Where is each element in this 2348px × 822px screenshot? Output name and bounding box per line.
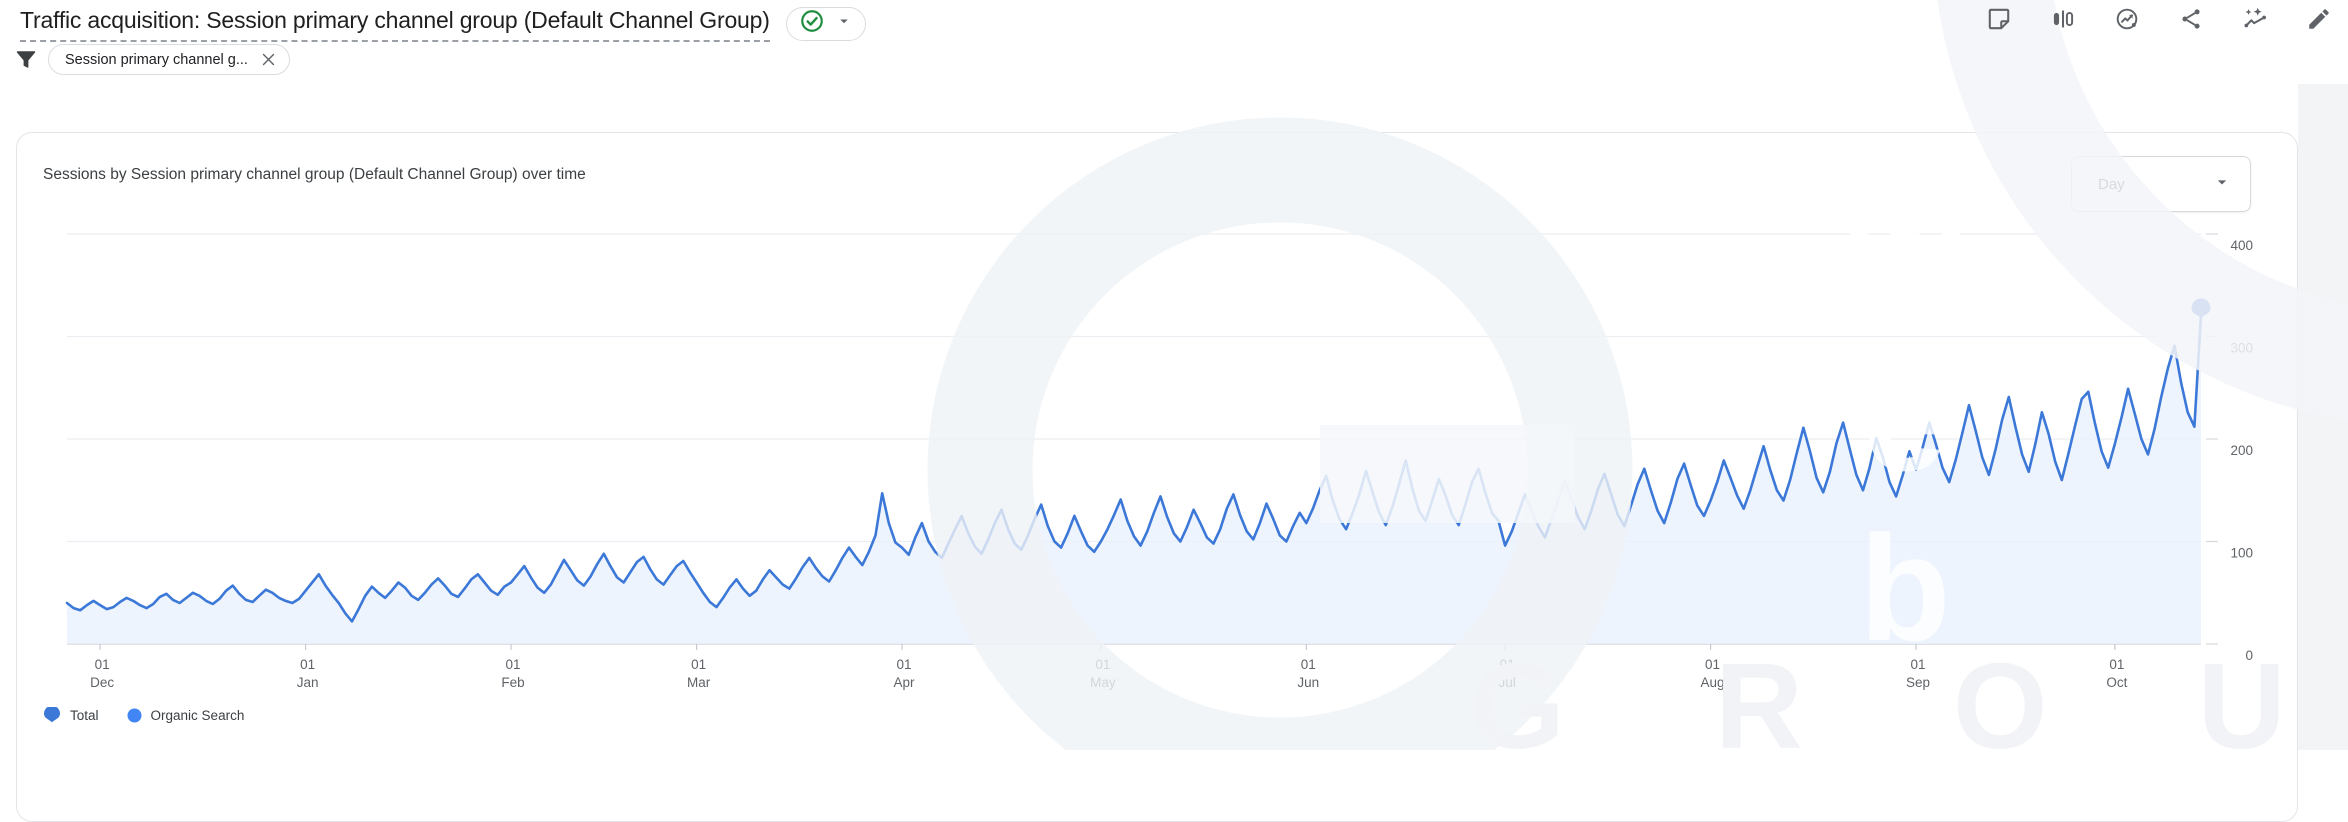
report-validity-badge[interactable] <box>785 6 866 41</box>
close-icon[interactable] <box>260 51 277 68</box>
svg-text:01: 01 <box>1911 657 1926 672</box>
share-icon[interactable] <box>2178 6 2204 32</box>
svg-text:Jan: Jan <box>297 675 319 690</box>
svg-text:100: 100 <box>2230 546 2253 561</box>
svg-text:Feb: Feb <box>501 675 524 690</box>
svg-text:01: 01 <box>1095 657 1110 672</box>
svg-text:01: 01 <box>506 657 521 672</box>
report-header: Traffic acquisition: Session primary cha… <box>20 6 866 42</box>
comparisons-icon[interactable] <box>2050 6 2076 32</box>
legend-label: Organic Search <box>150 708 245 723</box>
sessions-line-chart[interactable]: 0 100 200 300 400 01 Dec 01 Jan 01 Feb 01 Mar 01 Apr 01… <box>17 219 2299 739</box>
page-background-gutter <box>2298 84 2348 750</box>
sessions-over-time-card: Sessions by Session primary channel grou… <box>16 132 2298 822</box>
svg-text:400: 400 <box>2230 238 2253 253</box>
svg-text:01: 01 <box>300 657 315 672</box>
svg-text:200: 200 <box>2230 443 2253 458</box>
chevron-down-icon <box>835 12 853 35</box>
svg-text:Aug: Aug <box>1701 675 1725 690</box>
filter-chip[interactable]: Session primary channel g... <box>48 44 290 75</box>
check-circle-icon <box>799 8 825 39</box>
report-toolbar <box>1986 6 2332 32</box>
svg-text:Oct: Oct <box>2106 675 2127 690</box>
svg-text:01: 01 <box>1500 657 1515 672</box>
svg-text:300: 300 <box>2230 341 2253 356</box>
svg-text:01: 01 <box>691 657 706 672</box>
svg-text:Dec: Dec <box>90 675 114 690</box>
page-title: Traffic acquisition: Session primary cha… <box>20 6 770 42</box>
chart-title: Sessions by Session primary channel grou… <box>43 166 586 183</box>
add-note-icon[interactable] <box>1986 6 2012 32</box>
svg-text:Apr: Apr <box>894 675 916 690</box>
trend-insights-icon[interactable] <box>2114 6 2140 32</box>
svg-text:01: 01 <box>1705 657 1720 672</box>
svg-text:01: 01 <box>1301 657 1316 672</box>
granularity-dropdown[interactable]: Day <box>2071 156 2251 212</box>
chevron-down-icon <box>2212 172 2232 197</box>
edit-report-icon[interactable] <box>2306 6 2332 32</box>
svg-text:Sep: Sep <box>1906 675 1930 690</box>
svg-text:May: May <box>1090 675 1116 690</box>
insights-sparkle-icon[interactable] <box>2242 6 2268 32</box>
filter-bar: Session primary channel g... <box>14 44 290 75</box>
total-fan-swatch-icon <box>44 707 60 723</box>
legend-item-total: Total <box>43 707 99 724</box>
filter-icon[interactable] <box>14 48 38 72</box>
chart-legend: Total Organic Search <box>43 707 244 724</box>
legend-item-organic-search: Organic Search <box>127 708 245 723</box>
svg-text:0: 0 <box>2245 648 2253 663</box>
svg-text:01: 01 <box>2109 657 2124 672</box>
svg-text:01: 01 <box>95 657 110 672</box>
svg-text:Mar: Mar <box>687 675 711 690</box>
svg-text:01: 01 <box>897 657 912 672</box>
filter-chip-label: Session primary channel g... <box>65 51 248 68</box>
legend-label: Total <box>70 708 99 723</box>
svg-text:Jun: Jun <box>1297 675 1319 690</box>
organic-search-dot-swatch-icon <box>127 708 142 723</box>
granularity-value: Day <box>2098 175 2125 193</box>
svg-text:Jul: Jul <box>1498 675 1515 690</box>
